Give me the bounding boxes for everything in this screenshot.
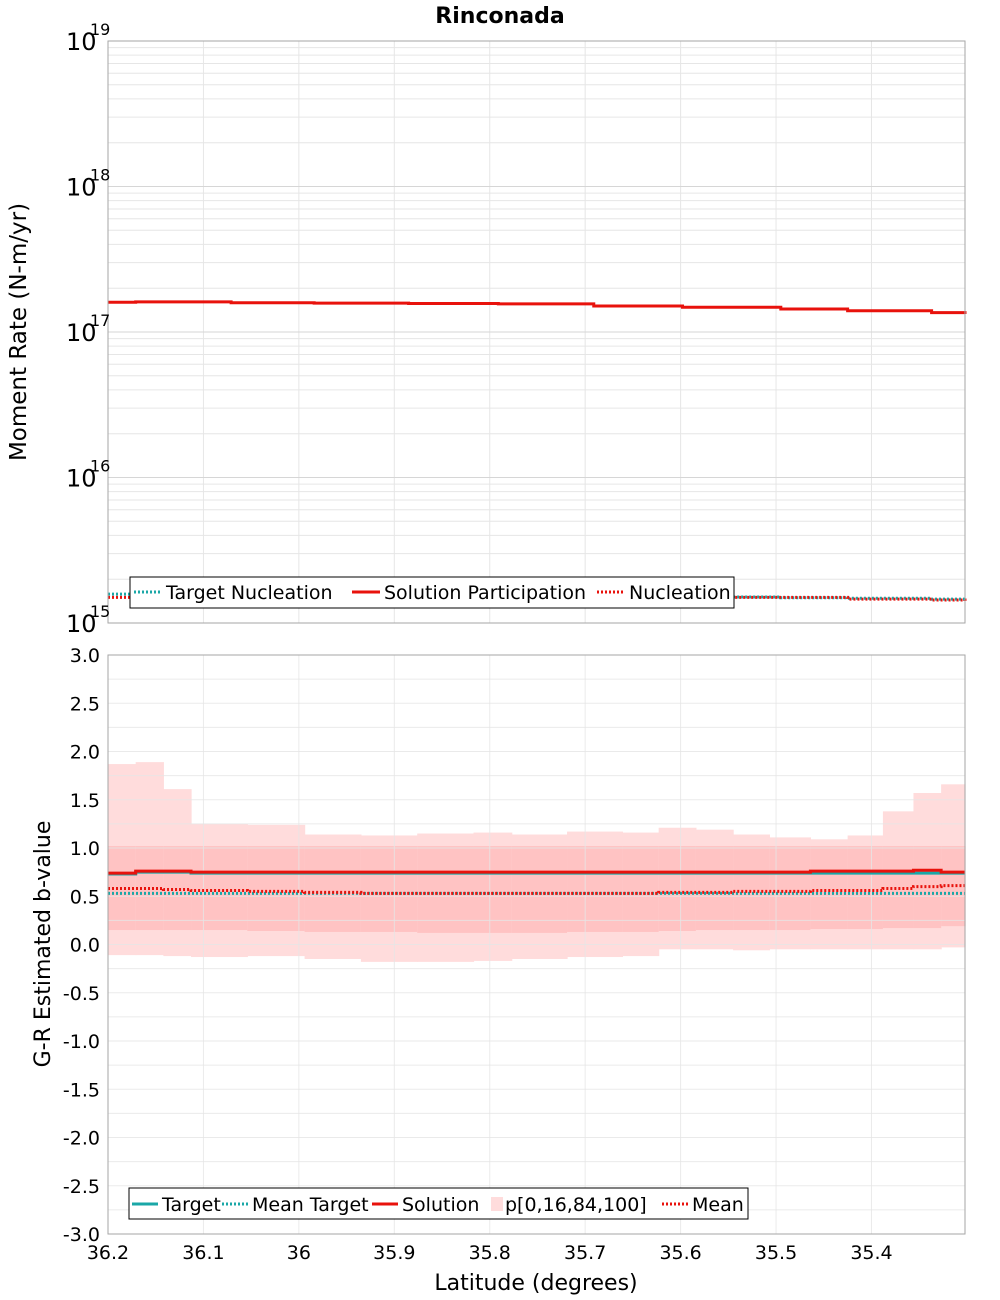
legend-label: Solution Participation [384, 582, 586, 604]
band-inner-segment [695, 846, 734, 931]
x-axis-label: Latitude (degrees) [434, 1271, 637, 1296]
y-tick-label: 2.5 [70, 693, 100, 715]
legend-label: Nucleation [629, 582, 731, 604]
bottom-y-tick-labels: 3.0 2.5 2.0 1.5 1.0 0.5 0.0 -0.5 -1.0 -1.5 -2.0 -2.… [63, 645, 100, 1246]
y-tick-label: -2.5 [63, 1176, 100, 1198]
legend-label: p[0,16,84,100] [505, 1194, 647, 1216]
y-tick-label: 2.0 [70, 742, 100, 764]
bottom-gridlines [107, 654, 965, 1235]
y-tick-exponent: 15 [90, 602, 110, 621]
bottom-series [108, 868, 965, 895]
top-plot-frame [107, 40, 966, 624]
y-tick-exponent: 16 [90, 457, 110, 476]
y-tick-label: 3.0 [70, 645, 100, 667]
y-tick-exponent: 19 [90, 20, 110, 39]
bottom-plot-frame [107, 654, 966, 1235]
y-tick-label: 10 [66, 465, 97, 493]
series-solution [108, 868, 965, 875]
band-inner-segment [658, 846, 697, 931]
legend-box [128, 1187, 749, 1220]
bottom-y-axis-label: G-R Estimated b-value [31, 821, 56, 1068]
y-tick-label: -2.0 [63, 1128, 100, 1150]
band-inner-segment [247, 846, 306, 931]
legend-box [129, 576, 735, 609]
x-tick-label: 35.8 [469, 1242, 511, 1264]
percentile-bands [108, 762, 966, 962]
x-tick-labels: 36.2 36.1 36 35.9 35.8 35.7 35.6 35.5 35.4 [87, 1242, 893, 1264]
x-tick-label: 35.7 [564, 1242, 606, 1264]
x-tick-label: 36.2 [87, 1242, 129, 1264]
y-tick-label: 10 [66, 174, 97, 202]
y-tick-label: -1.0 [63, 1031, 100, 1053]
y-tick-label: -1.5 [63, 1079, 100, 1101]
y-tick-label: 0.0 [70, 935, 100, 957]
x-tick-label: 35.5 [755, 1242, 797, 1264]
legend-label: Target [161, 1194, 221, 1216]
band-inner-segment [473, 846, 513, 933]
y-tick-label: 10 [66, 319, 97, 347]
y-tick-label: 0.5 [70, 886, 100, 908]
series-mean [108, 884, 965, 895]
y-tick-label: -0.5 [63, 983, 100, 1005]
top-gridlines [107, 41, 965, 624]
band-inner-segment [511, 846, 568, 933]
bottom-legend: Target Mean Target Solution p[0,16,84,100] M… [128, 1187, 749, 1220]
band-inner-segment [810, 846, 849, 930]
legend-label: Mean [692, 1194, 744, 1216]
y-tick-label: 10 [66, 610, 97, 638]
top-legend: Target Nucleation Solution Participation N… [129, 576, 735, 609]
legend-label: Mean Target [252, 1194, 369, 1216]
chart-title: Rinconada [435, 4, 564, 29]
band-inner-segment [733, 846, 770, 931]
y-tick-label: 1.5 [70, 790, 100, 812]
series-solution-participation [108, 300, 967, 315]
x-tick-label: 35.6 [659, 1242, 701, 1264]
y-tick-exponent: 18 [90, 166, 110, 185]
band-inner-segment [847, 846, 884, 930]
y-tick-label: 10 [66, 28, 97, 56]
legend-swatch [491, 1197, 503, 1211]
series-line [108, 884, 965, 895]
legend-label: Target Nucleation [165, 582, 333, 604]
x-tick-label: 36.1 [182, 1242, 224, 1264]
band-inner-segment [360, 846, 418, 932]
top-y-axis-label: Moment Rate (N-m/yr) [6, 203, 32, 461]
x-tick-label: 35.4 [850, 1242, 892, 1264]
y-tick-exponent: 17 [90, 311, 110, 330]
band-inner-segment [567, 846, 623, 932]
band-inner-segment [622, 846, 660, 932]
band-inner-segment [304, 846, 362, 932]
series-line [108, 300, 967, 315]
x-tick-label: 35.9 [373, 1242, 415, 1264]
band-inner-segment [417, 846, 475, 933]
series-line [108, 868, 965, 875]
x-tick-label: 36 [287, 1242, 311, 1264]
b-value-panel: 3.0 2.5 2.0 1.5 1.0 0.5 0.0 -0.5 -1.0 -1.5 -2.0 -2.… [31, 645, 966, 1296]
top-series [108, 300, 967, 602]
y-tick-label: 1.0 [70, 838, 100, 860]
y-tick-label: -3.0 [63, 1224, 100, 1246]
band-inner-segment [191, 846, 248, 931]
legend-label: Solution [402, 1194, 479, 1216]
